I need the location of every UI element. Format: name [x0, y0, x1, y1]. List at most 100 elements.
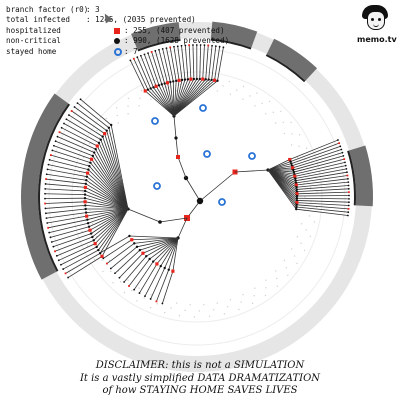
non-critical-node	[60, 263, 62, 266]
fan-link	[85, 183, 129, 210]
non-critical-node	[143, 53, 146, 56]
pending-dot	[189, 304, 191, 306]
non-critical-node	[65, 118, 68, 121]
pending-dot	[300, 223, 303, 225]
fan-link	[93, 152, 129, 210]
pending-dot	[293, 255, 296, 257]
fan-link	[100, 139, 129, 210]
pending-dot	[86, 245, 89, 247]
non-critical-node	[107, 126, 111, 130]
ring-sector	[20, 93, 69, 280]
fan-spoke	[99, 235, 130, 254]
pending-dot	[170, 307, 172, 309]
hospitalized-node	[58, 131, 61, 134]
fan-spoke	[46, 178, 86, 185]
non-critical-node	[84, 204, 87, 207]
hospitalized-node	[165, 81, 170, 85]
hospitalized-node	[169, 46, 172, 49]
non-critical-node	[91, 154, 95, 158]
non-critical-node	[152, 260, 155, 263]
fan-spoke	[48, 164, 88, 174]
fan-spoke	[53, 233, 92, 248]
hospitalized-node	[343, 158, 346, 161]
pending-dot	[216, 90, 218, 92]
logo-text: memo.tv	[357, 35, 397, 44]
fan-link	[173, 78, 198, 117]
non-critical-node	[55, 254, 58, 257]
pending-dot	[287, 274, 289, 277]
non-critical-node	[138, 292, 141, 294]
fan-link	[92, 208, 129, 238]
non-critical-node	[160, 83, 163, 86]
tree-link	[234, 169, 269, 173]
non-critical-node	[348, 201, 350, 204]
hospitalized-node	[128, 285, 130, 287]
inner-ring-line-2	[71, 71, 323, 323]
non-critical-node	[44, 207, 47, 210]
non-critical-node	[44, 212, 47, 215]
memo-tv-logo[interactable]: memo.tv	[357, 5, 397, 44]
pending-dot	[150, 98, 152, 100]
fan-link	[173, 80, 177, 117]
fan-spoke	[188, 45, 192, 80]
non-critical-node	[222, 46, 225, 49]
non-critical-node	[347, 204, 350, 207]
non-critical-node	[158, 48, 160, 51]
fan-link	[142, 237, 179, 254]
fan-link	[131, 237, 179, 241]
non-critical-node	[84, 182, 87, 185]
non-critical-node	[163, 82, 166, 85]
fan-link	[153, 87, 175, 117]
non-critical-node	[295, 197, 299, 200]
non-critical-node	[97, 141, 101, 145]
pending-dot	[283, 132, 286, 135]
hospitalized-node	[132, 57, 135, 60]
fan-spoke	[292, 152, 343, 169]
non-critical-node	[89, 161, 92, 164]
fan-link	[87, 208, 129, 221]
ring-sector-edge	[137, 38, 181, 52]
fan-spoke	[162, 48, 171, 83]
pending-dot	[123, 291, 126, 294]
non-critical-node	[79, 98, 82, 101]
non-critical-node	[99, 138, 102, 141]
fan-link	[86, 208, 129, 213]
fan-spoke	[156, 269, 170, 302]
fan-link	[89, 165, 129, 210]
hospitalized-node	[45, 178, 47, 180]
hospitalized-label: hospitalized	[6, 25, 61, 35]
ring-sector	[131, 21, 181, 50]
non-critical-node	[161, 302, 164, 305]
fan-spoke	[59, 131, 96, 150]
non-critical-node	[128, 234, 131, 238]
pending-dot	[290, 144, 293, 146]
non-critical-node	[84, 211, 88, 214]
non-critical-node	[138, 248, 142, 252]
pending-dot	[112, 282, 114, 284]
fan-link	[173, 78, 195, 117]
fan-link	[139, 237, 179, 251]
pending-dot	[313, 221, 316, 223]
non-critical-node	[86, 218, 89, 221]
pending-dot	[242, 85, 245, 88]
fan-spoke	[45, 201, 86, 204]
non-critical-node	[62, 268, 65, 270]
hospitalized-node	[44, 202, 47, 205]
hospitalized-node	[150, 51, 153, 53]
fan-spoke	[66, 118, 101, 141]
fan-link	[110, 124, 129, 210]
non-critical-node	[199, 44, 202, 46]
pending-dot	[298, 134, 301, 136]
fan-spoke	[51, 229, 91, 243]
non-critical-node	[83, 189, 87, 193]
hospitalized-node	[212, 78, 217, 82]
tree-link	[177, 156, 187, 179]
fan-link	[164, 83, 175, 117]
fan-spoke	[296, 188, 349, 193]
fan-spoke	[151, 51, 163, 85]
pending-dot	[310, 201, 312, 203]
fan-link	[85, 190, 129, 210]
non-critical-node	[110, 123, 113, 127]
pending-dot	[82, 191, 84, 193]
